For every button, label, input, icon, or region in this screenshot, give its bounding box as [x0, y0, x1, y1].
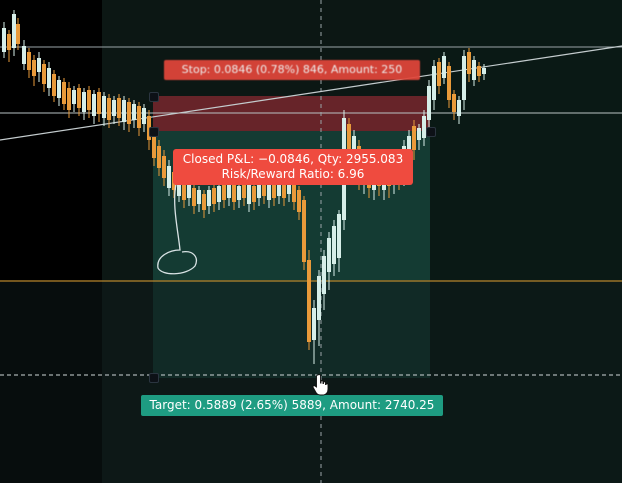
- candle-body: [16, 24, 20, 44]
- candle-body: [72, 90, 76, 104]
- candle-body: [327, 238, 331, 272]
- stop-handle[interactable]: [149, 92, 159, 102]
- candle-body: [272, 184, 276, 198]
- candle-body: [467, 52, 471, 74]
- candle-body: [457, 100, 461, 116]
- candle-body: [422, 116, 426, 138]
- candle-body: [212, 188, 216, 204]
- candle-body: [2, 28, 6, 52]
- target-handle[interactable]: [149, 373, 159, 383]
- candle-body: [447, 66, 451, 100]
- candle-body: [307, 260, 311, 342]
- candle-body: [192, 188, 196, 206]
- candle-body: [167, 166, 171, 188]
- candle-body: [312, 308, 316, 340]
- candle-body: [62, 82, 66, 104]
- candle-body: [472, 60, 476, 80]
- candle-body: [347, 124, 351, 150]
- candle-body: [302, 200, 306, 262]
- candle-body: [177, 176, 181, 196]
- candle-body: [322, 256, 326, 294]
- candle-body: [262, 180, 266, 196]
- candle-body: [267, 182, 271, 200]
- candle-body: [237, 186, 241, 200]
- candle-body: [257, 182, 261, 198]
- candle-body: [407, 136, 411, 158]
- candle-body: [187, 184, 191, 198]
- candle-body: [227, 182, 231, 198]
- right-width-handle[interactable]: [426, 127, 436, 137]
- candle-body: [127, 102, 131, 124]
- candle-body: [287, 180, 291, 194]
- candle-body: [82, 92, 86, 112]
- candle-body: [87, 90, 91, 110]
- freehand-drawing[interactable]: [157, 183, 197, 275]
- candle-body: [57, 80, 61, 98]
- candle-body: [417, 128, 421, 140]
- candle-body: [197, 190, 201, 204]
- candle-body: [242, 182, 246, 198]
- candle-body: [47, 68, 51, 88]
- candle-body: [282, 182, 286, 198]
- candle-body: [482, 68, 486, 74]
- candle-body: [102, 96, 106, 118]
- candle-body: [157, 146, 161, 168]
- candle-body: [42, 64, 46, 84]
- candle-body: [432, 66, 436, 100]
- closed-pnl-text: Closed P&L: −0.0846, Qty: 2955.083: [182, 152, 404, 166]
- candle-body: [22, 46, 26, 64]
- candle-body: [142, 108, 146, 124]
- target-label: Target: 0.5889 (2.65%) 5889, Amount: 274…: [141, 395, 443, 416]
- candle-body: [442, 56, 446, 78]
- candle-body: [232, 184, 236, 202]
- candle-body: [27, 52, 31, 70]
- closed-pnl-box: Closed P&L: −0.0846, Qty: 2955.083 Risk/…: [173, 149, 413, 185]
- candle-body: [297, 190, 301, 212]
- candle-body: [452, 94, 456, 112]
- candle-body: [462, 56, 466, 100]
- entry-handle[interactable]: [149, 127, 159, 137]
- candle-body: [337, 214, 341, 258]
- candle-body: [477, 66, 481, 76]
- candle-body: [132, 104, 136, 120]
- candle-body: [162, 156, 166, 178]
- candle-body: [277, 180, 281, 196]
- candle-body: [52, 74, 56, 96]
- candle-body: [182, 180, 186, 200]
- candle-body: [32, 60, 36, 76]
- candle-body: [37, 58, 41, 72]
- candle-body: [12, 14, 16, 48]
- candle-body: [92, 94, 96, 116]
- candle-body: [137, 106, 141, 128]
- candle-body: [112, 100, 116, 116]
- candle-body: [252, 186, 256, 202]
- candle-body: [412, 126, 416, 150]
- candle-body: [122, 100, 126, 122]
- candle-body: [222, 184, 226, 200]
- risk-reward-text: Risk/Reward Ratio: 6.96: [221, 167, 365, 181]
- candle-body: [427, 86, 431, 120]
- stop-label: Stop: 0.0846 (0.78%) 846, Amount: 250: [164, 60, 420, 80]
- candle-body: [117, 98, 121, 118]
- candle-body: [97, 92, 101, 114]
- candle-body: [332, 226, 336, 264]
- hand-pointer-icon: [312, 374, 329, 396]
- candle-body: [107, 98, 111, 120]
- candle-body: [202, 194, 206, 210]
- candle-body: [437, 62, 441, 86]
- candle-body: [292, 182, 296, 202]
- candle-body: [217, 186, 221, 202]
- candle-body: [152, 136, 156, 158]
- candle-body: [247, 184, 251, 204]
- candle-body: [7, 34, 11, 50]
- candle-body: [317, 276, 321, 320]
- candle-body: [207, 190, 211, 206]
- candle-body: [77, 88, 81, 108]
- candle-body: [67, 88, 71, 110]
